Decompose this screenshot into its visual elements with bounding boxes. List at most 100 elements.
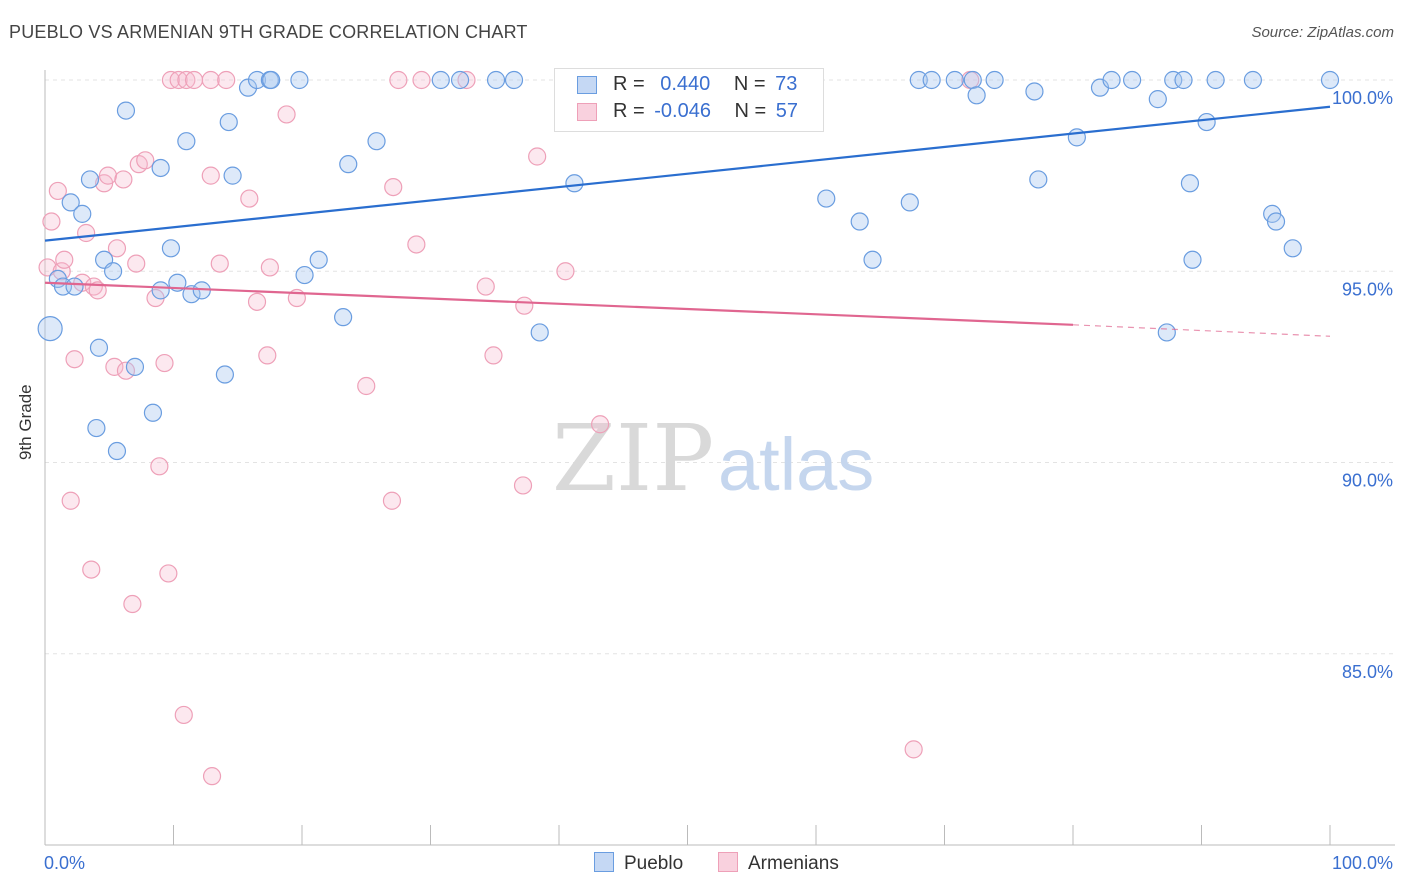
- axes: [44, 70, 1395, 846]
- armenians-legend-label: Armenians: [748, 853, 839, 874]
- pueblo-point: [262, 70, 281, 90]
- pueblo-point: [177, 132, 196, 151]
- pueblo-points: [37, 70, 1340, 461]
- pueblo-point: [61, 193, 80, 212]
- pueblo-point: [107, 441, 127, 461]
- y-tick-label: 90.0%: [1342, 471, 1393, 491]
- pueblo-point: [900, 193, 919, 212]
- armenians-point: [382, 491, 402, 510]
- pueblo-point: [450, 70, 470, 90]
- pueblo-point: [1197, 112, 1216, 132]
- armenians-point: [82, 560, 101, 579]
- pueblo-point: [1183, 250, 1202, 269]
- pueblo-n-label: N =: [733, 73, 766, 95]
- pueblo-point: [1243, 70, 1263, 90]
- pueblo-point: [1164, 70, 1183, 90]
- pueblo-r-value: 0.440: [660, 73, 711, 95]
- grid-lines: [45, 79, 1395, 655]
- armenians-point: [123, 594, 142, 614]
- armenians-point: [174, 705, 193, 725]
- source-label: Source: ZipAtlas.com: [1251, 24, 1394, 41]
- armenians-point: [116, 361, 136, 380]
- armenians-n-value: 57: [775, 100, 799, 122]
- armenians-point: [98, 166, 118, 185]
- pueblo-point: [104, 262, 123, 281]
- armenians-point: [591, 415, 610, 434]
- armenians-r-value: -0.046: [654, 100, 711, 122]
- armenians-point: [65, 350, 84, 369]
- armenians-point: [407, 235, 426, 254]
- armenians-point: [384, 178, 403, 197]
- pueblo-swatch: [577, 76, 597, 94]
- armenians-point: [201, 166, 220, 185]
- armenians-point: [389, 70, 408, 90]
- pueblo-point: [817, 189, 836, 208]
- x-tick-label-end: 100.0%: [1332, 853, 1393, 873]
- armenians-n-label: N =: [734, 100, 767, 122]
- correlation-legend: R = 0.440 N = 73 R = -0.046 N = 57: [554, 68, 824, 132]
- pueblo-point: [247, 70, 267, 90]
- pueblo-point: [530, 323, 549, 342]
- pueblo-point: [151, 281, 170, 300]
- pueblo-point: [1174, 70, 1193, 90]
- pueblo-point: [80, 170, 100, 189]
- pueblo-point: [87, 418, 106, 438]
- pueblo-n-value: 73: [775, 73, 798, 95]
- pueblo-point: [1180, 174, 1200, 193]
- pueblo-point: [215, 365, 234, 384]
- armenians-point: [77, 223, 96, 243]
- x-tick-label-start: 0.0%: [44, 853, 85, 873]
- pueblo-point: [309, 250, 328, 269]
- y-tick-label: 85.0%: [1342, 662, 1393, 682]
- pueblo-point: [125, 357, 145, 376]
- pueblo-legend-swatch: [594, 852, 614, 872]
- pueblo-point: [1102, 70, 1121, 90]
- armenians-point: [114, 170, 133, 189]
- armenians-point: [457, 70, 476, 90]
- trend-lines: [44, 105, 1331, 337]
- armenians-point: [357, 376, 376, 396]
- armenians-point: [513, 476, 533, 495]
- armenians-point: [240, 189, 259, 208]
- armenians-point: [107, 239, 127, 258]
- pueblo-point: [967, 86, 986, 105]
- pueblo-point: [565, 174, 584, 193]
- pueblo-point: [1206, 70, 1225, 90]
- armenians-point: [515, 296, 534, 315]
- y-tick-label: 95.0%: [1342, 279, 1393, 299]
- armenians-trend-extension: [1072, 324, 1331, 337]
- pueblo-point: [486, 70, 506, 90]
- armenians-trend-line: [44, 281, 1074, 326]
- armenians-point: [260, 258, 279, 277]
- pueblo-point: [1025, 82, 1044, 101]
- armenians-point: [161, 70, 181, 90]
- pueblo-point: [37, 316, 63, 342]
- armenians-swatch: [577, 103, 597, 121]
- pueblo-point: [65, 277, 84, 296]
- armenians-point: [210, 254, 229, 273]
- pueblo-point: [1029, 170, 1048, 189]
- pueblo-point: [223, 166, 242, 185]
- armenians-point: [184, 70, 204, 90]
- armenians-point: [202, 767, 222, 786]
- armenians-point: [169, 70, 188, 90]
- pueblo-point: [334, 308, 353, 327]
- bottom-legend-armenians: Armenians: [718, 852, 839, 875]
- pueblo-point: [151, 158, 170, 178]
- chart-title: PUEBLO VS ARMENIAN 9TH GRADE CORRELATION…: [9, 22, 528, 42]
- pueblo-point: [1123, 70, 1142, 90]
- armenians-point: [556, 262, 575, 281]
- pueblo-point: [909, 70, 928, 90]
- tick-labels: 100.0% 95.0% 90.0% 85.0% 0.0% 100.0%: [44, 88, 1393, 873]
- armenians-point: [105, 357, 124, 376]
- pueblo-point: [1283, 239, 1302, 258]
- pueblo-point: [339, 155, 358, 174]
- pueblo-point: [922, 70, 941, 90]
- armenians-point: [127, 254, 146, 273]
- pueblo-point: [73, 204, 92, 223]
- pueblo-point: [850, 212, 869, 231]
- bottom-legend-pueblo: Pueblo: [594, 852, 683, 875]
- armenians-point: [61, 491, 80, 510]
- pueblo-point: [89, 338, 109, 357]
